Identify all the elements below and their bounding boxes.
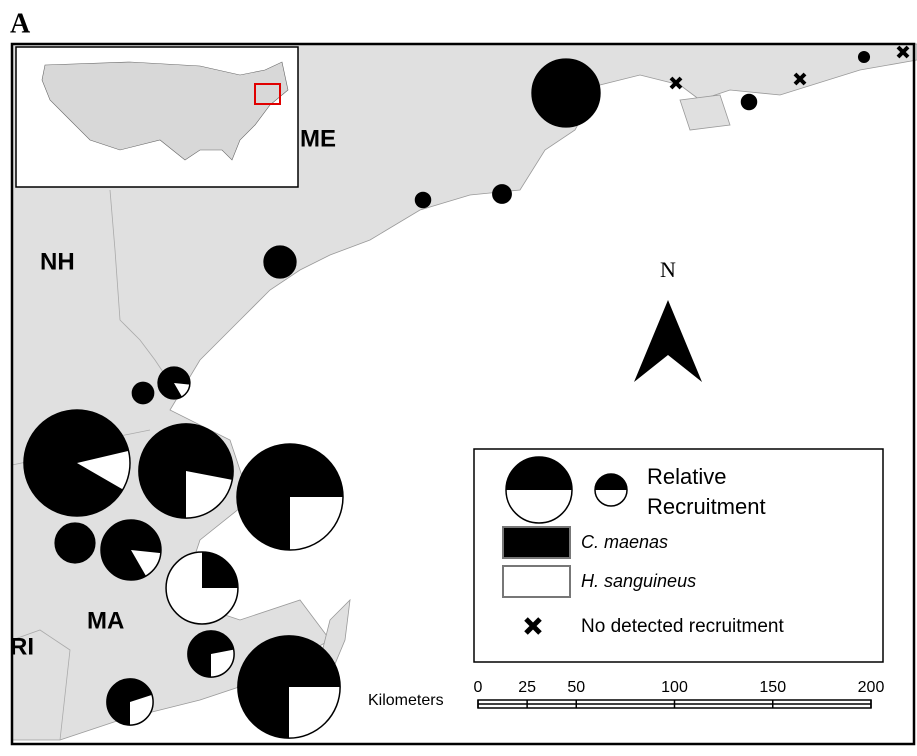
- c-maenas-wedge: [264, 246, 296, 278]
- state-label: MA: [87, 607, 124, 634]
- c-maenas-wedge: [415, 192, 431, 208]
- scale-label: Kilometers: [368, 692, 444, 709]
- state-label: ME: [300, 125, 336, 152]
- scale-tick-label: 150: [759, 679, 786, 696]
- state-label: NH: [40, 248, 75, 275]
- scale-tick-label: 25: [518, 679, 536, 696]
- c-maenas-wedge: [55, 523, 95, 563]
- c-maenas-wedge: [858, 51, 870, 63]
- legend: Relative Recruitment C. maenas H. sanguin…: [473, 448, 884, 663]
- north-arrow: [634, 300, 702, 382]
- legend-label: No detected recruitment: [581, 616, 784, 637]
- c-maenas-wedge: [101, 520, 161, 580]
- no-recruitment-marks: [669, 45, 910, 90]
- north-label: N: [660, 257, 676, 282]
- c-maenas-wedge: [138, 423, 234, 519]
- island: [679, 94, 731, 131]
- scale-tick-label: 200: [858, 679, 885, 696]
- scale-tick-label: 100: [661, 679, 688, 696]
- c-maenas-wedge: [237, 635, 341, 739]
- panel-label: A: [10, 8, 31, 39]
- legend-label: C. maenas: [581, 532, 668, 552]
- c-maenas-wedge: [24, 410, 129, 516]
- inset: [15, 46, 299, 188]
- c-maenas-wedge: [237, 444, 343, 550]
- state-label: RI: [10, 633, 34, 660]
- c-maenas-wedge: [106, 678, 152, 726]
- c-maenas-wedge: [492, 184, 512, 204]
- legend-label: Relative Recruitment: [647, 464, 766, 519]
- c-maenas-wedge: [158, 367, 190, 399]
- c-maenas-wedge: [532, 59, 600, 127]
- frame: [10, 42, 916, 746]
- c-maenas-wedge: [741, 94, 757, 110]
- c-maenas-wedge: [202, 552, 238, 588]
- scale-tick-label: 0: [474, 679, 483, 696]
- scale-tick-label: 50: [567, 679, 585, 696]
- c-maenas-wedge: [132, 382, 154, 404]
- c-maenas-wedge: [187, 630, 234, 678]
- legend-label: H. sanguineus: [581, 571, 696, 591]
